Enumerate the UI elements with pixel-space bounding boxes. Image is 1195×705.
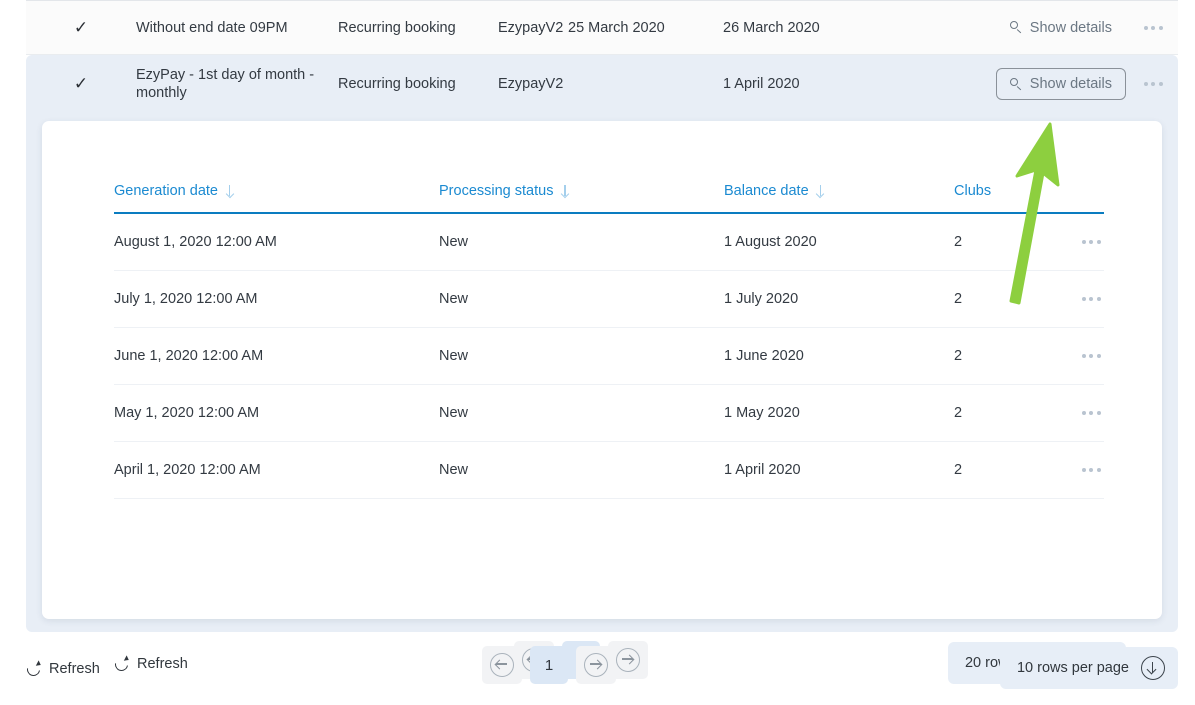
refresh-label: Refresh bbox=[137, 656, 188, 672]
cell-processing-status: New bbox=[439, 348, 469, 364]
refresh-label: Refresh bbox=[49, 661, 100, 677]
cell-processing-status: New bbox=[439, 405, 469, 421]
show-details-button[interactable]: Show details bbox=[996, 12, 1126, 44]
cell-processing-status: New bbox=[439, 234, 469, 250]
arrow-down-circle-icon bbox=[1141, 656, 1165, 680]
show-details-button[interactable]: Show details bbox=[995, 68, 1126, 100]
cell-clubs: 2 bbox=[954, 405, 963, 421]
booking-start-date: 25 March 2020 bbox=[568, 19, 665, 36]
next-page-button[interactable] bbox=[576, 646, 616, 684]
more-options-icon[interactable] bbox=[1074, 297, 1108, 301]
column-header-label: Processing status bbox=[439, 183, 554, 199]
sort-descending-icon[interactable] bbox=[560, 184, 569, 198]
table-row[interactable]: April 1, 2020 12:00 AM New 1 April 2020 … bbox=[114, 442, 1104, 499]
cell-actions bbox=[1064, 354, 1113, 358]
column-header-label: Generation date bbox=[114, 183, 218, 199]
bookings-table: ✓ Without end date 09PM Recurring bookin… bbox=[26, 0, 1178, 113]
refresh-icon bbox=[26, 662, 41, 677]
more-options-icon[interactable] bbox=[1074, 411, 1108, 415]
table-row[interactable]: July 1, 2020 12:00 AM New 1 July 2020 2 bbox=[114, 271, 1104, 328]
page-number[interactable]: 1 bbox=[530, 646, 568, 684]
cell-balance-date: 1 July 2020 bbox=[724, 291, 799, 307]
main-pagination-footer: Refresh 1 10 rows per page bbox=[26, 646, 1178, 692]
cell-actions bbox=[1064, 468, 1113, 472]
show-details-label: Show details bbox=[1029, 76, 1112, 92]
more-options-icon[interactable] bbox=[1136, 82, 1170, 86]
table-header-row: Generation date Processing status Balanc… bbox=[114, 170, 1104, 214]
more-options-icon[interactable] bbox=[1074, 468, 1108, 472]
generations-table: Generation date Processing status Balanc… bbox=[114, 170, 1104, 499]
table-row[interactable]: August 1, 2020 12:00 AM New 1 August 202… bbox=[114, 214, 1104, 271]
booking-provider: EzypayV2 bbox=[498, 76, 564, 92]
booking-end-date: 1 April 2020 bbox=[723, 76, 800, 92]
cell-actions bbox=[1064, 411, 1113, 415]
cell-actions bbox=[1064, 240, 1113, 244]
cell-balance-date: 1 April 2020 bbox=[724, 462, 801, 478]
booking-type: Recurring booking bbox=[338, 19, 456, 36]
refresh-button[interactable]: Refresh bbox=[26, 661, 100, 677]
rows-per-page-wrap: 10 rows per page bbox=[999, 647, 1178, 689]
cell-clubs: 2 bbox=[954, 348, 963, 364]
table-row[interactable]: ✓ EzyPay - 1st day of month - monthly Re… bbox=[26, 55, 1178, 113]
cell-clubs: 2 bbox=[954, 234, 963, 250]
table-row[interactable]: May 1, 2020 12:00 AM New 1 May 2020 2 bbox=[114, 385, 1104, 442]
pagination: 1 bbox=[482, 646, 616, 684]
more-options-icon[interactable] bbox=[1136, 25, 1170, 30]
expanded-detail-region: Generation date Processing status Balanc… bbox=[26, 108, 1178, 684]
table-row[interactable]: ✓ Without end date 09PM Recurring bookin… bbox=[26, 0, 1178, 55]
rows-per-page-label: 10 rows per page bbox=[1016, 660, 1129, 676]
show-details-label: Show details bbox=[1029, 19, 1112, 36]
cell-processing-status: New bbox=[439, 462, 469, 478]
cell-generation-date: August 1, 2020 12:00 AM bbox=[114, 234, 277, 250]
column-header-clubs[interactable]: Clubs bbox=[954, 183, 1064, 199]
row-actions: Show details bbox=[903, 12, 1178, 44]
arrow-left-circle-icon bbox=[490, 653, 514, 677]
booking-provider: EzypayV2 bbox=[498, 19, 564, 36]
previous-page-button[interactable] bbox=[482, 646, 522, 684]
row-selected-check[interactable]: ✓ bbox=[26, 75, 136, 93]
column-header-processing-status[interactable]: Processing status bbox=[439, 183, 724, 199]
rows-per-page-select[interactable]: 10 rows per page bbox=[999, 647, 1178, 689]
search-icon bbox=[1009, 21, 1023, 34]
column-header-balance-date[interactable]: Balance date bbox=[724, 183, 954, 199]
cell-actions bbox=[1064, 297, 1113, 301]
cell-generation-date: July 1, 2020 12:00 AM bbox=[114, 291, 258, 307]
more-options-icon[interactable] bbox=[1074, 240, 1108, 244]
search-icon bbox=[1009, 77, 1023, 91]
check-mark-icon: ✓ bbox=[73, 17, 89, 37]
refresh-button[interactable]: Refresh bbox=[114, 656, 188, 672]
column-header-label: Clubs bbox=[954, 183, 992, 199]
arrow-right-circle-icon bbox=[616, 648, 640, 672]
column-header-generation-date[interactable]: Generation date bbox=[114, 183, 439, 199]
table-row[interactable]: June 1, 2020 12:00 AM New 1 June 2020 2 bbox=[114, 328, 1104, 385]
column-header-label: Balance date bbox=[724, 183, 809, 199]
arrow-right-circle-icon bbox=[584, 653, 608, 677]
booking-name: EzyPay - 1st day of month - monthly bbox=[136, 67, 315, 101]
cell-generation-date: April 1, 2020 12:00 AM bbox=[114, 462, 261, 478]
booking-name: Without end date 09PM bbox=[136, 19, 288, 36]
check-mark-icon: ✓ bbox=[73, 74, 89, 93]
cell-clubs: 2 bbox=[954, 291, 963, 307]
detail-card: Generation date Processing status Balanc… bbox=[42, 121, 1162, 684]
cell-generation-date: May 1, 2020 12:00 AM bbox=[114, 405, 260, 421]
cell-processing-status: New bbox=[439, 291, 469, 307]
booking-end-date: 26 March 2020 bbox=[723, 19, 820, 36]
cell-balance-date: 1 June 2020 bbox=[724, 348, 804, 364]
more-options-icon[interactable] bbox=[1074, 354, 1108, 358]
sort-descending-icon[interactable] bbox=[816, 184, 825, 198]
row-selected-check[interactable]: ✓ bbox=[26, 19, 136, 37]
cell-balance-date: 1 August 2020 bbox=[724, 234, 817, 250]
booking-type: Recurring booking bbox=[338, 76, 456, 92]
cell-balance-date: 1 May 2020 bbox=[724, 405, 800, 421]
cell-clubs: 2 bbox=[954, 462, 963, 478]
cell-generation-date: June 1, 2020 12:00 AM bbox=[114, 348, 264, 364]
sort-descending-icon[interactable] bbox=[225, 184, 234, 198]
row-actions: Show details bbox=[903, 68, 1178, 100]
